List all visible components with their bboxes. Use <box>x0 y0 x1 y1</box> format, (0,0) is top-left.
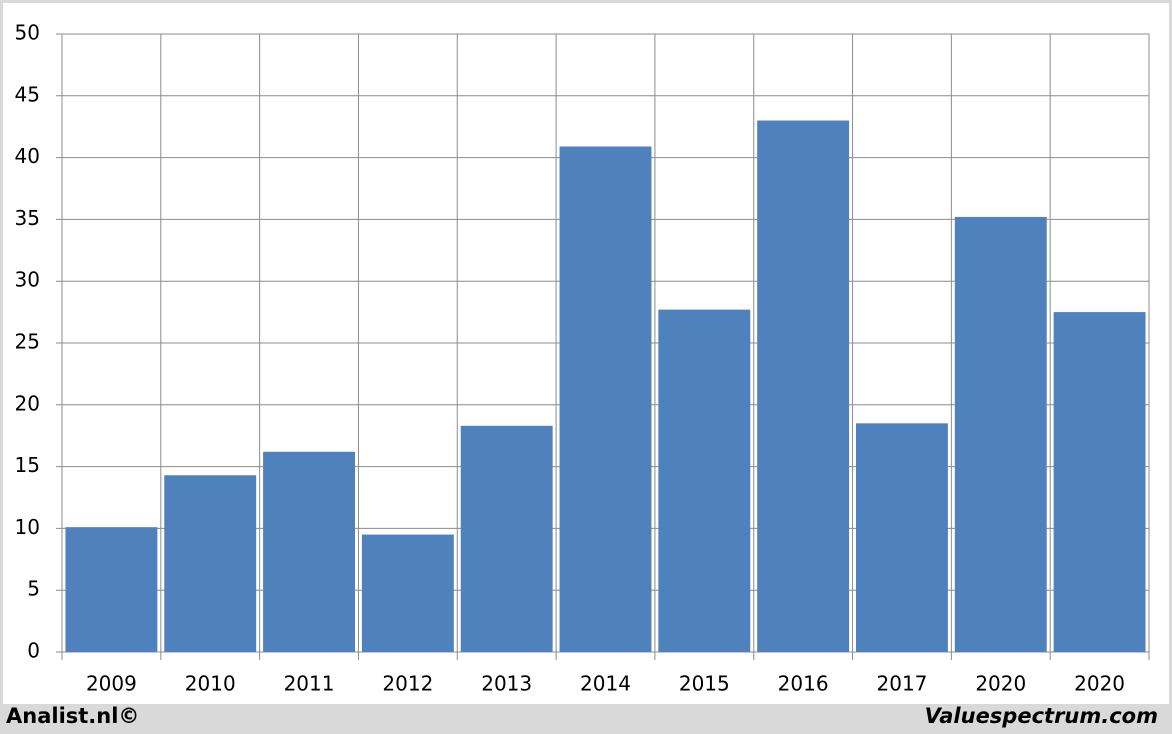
bar <box>856 423 948 652</box>
y-tick-label: 0 <box>27 639 40 663</box>
x-tick-label: 2014 <box>580 672 631 696</box>
y-tick-label: 30 <box>15 268 40 292</box>
source-right: Valuespectrum.com <box>925 704 1158 728</box>
x-tick-label: 2009 <box>86 672 137 696</box>
source-left: Analist.nl© <box>6 704 139 728</box>
x-tick-label: 2010 <box>185 672 236 696</box>
bar <box>65 527 158 652</box>
y-tick-label: 35 <box>15 206 40 230</box>
y-tick-label: 45 <box>15 82 40 106</box>
bar <box>361 534 454 652</box>
bar <box>263 451 355 652</box>
bar <box>757 120 850 652</box>
y-tick-label: 5 <box>27 577 40 601</box>
bar <box>559 146 652 652</box>
x-tick-label: 2017 <box>877 672 928 696</box>
bar <box>164 475 257 652</box>
bar <box>954 216 1047 653</box>
y-tick-label: 10 <box>15 515 40 539</box>
x-tick-label: 2013 <box>481 672 532 696</box>
bar <box>460 425 553 652</box>
x-tick-label: 2011 <box>284 672 335 696</box>
bar <box>1053 312 1146 652</box>
x-tick-label: 2015 <box>679 672 730 696</box>
y-tick-label: 50 <box>15 21 40 45</box>
y-tick-label: 15 <box>15 453 40 477</box>
x-tick-label: 2020 <box>975 672 1026 696</box>
y-tick-label: 20 <box>15 391 40 415</box>
x-tick-label: 2016 <box>778 672 829 696</box>
bar <box>658 309 751 652</box>
y-tick-label: 25 <box>15 330 40 354</box>
x-tick-label: 2020 <box>1074 672 1125 696</box>
y-tick-label: 40 <box>15 144 40 168</box>
x-tick-label: 2012 <box>382 672 433 696</box>
